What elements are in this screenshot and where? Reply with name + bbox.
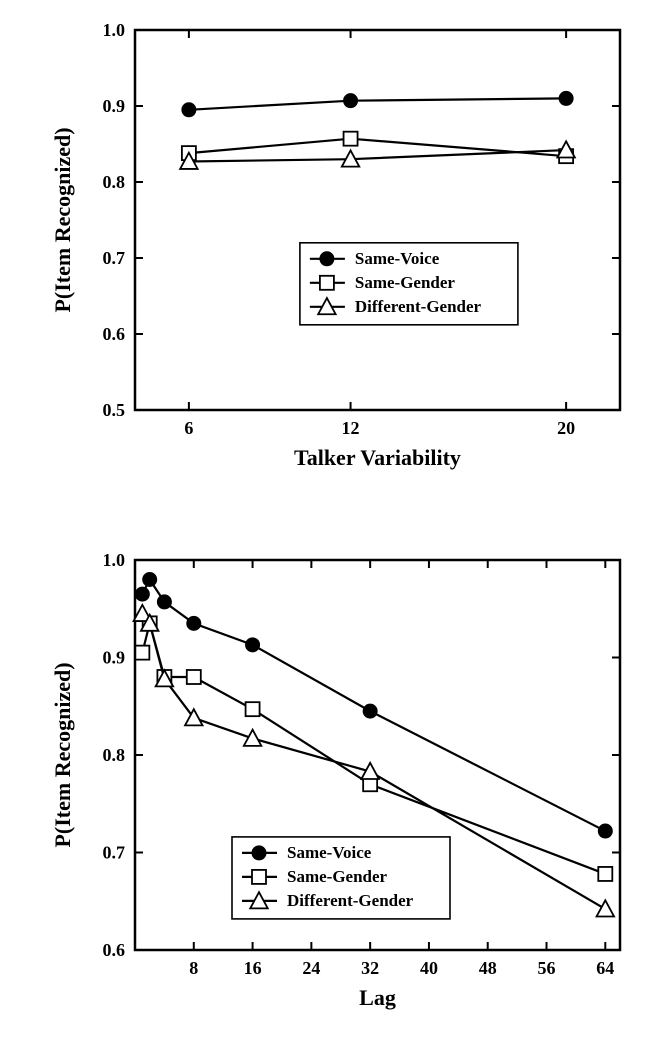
x-tick-label: 16 (244, 958, 262, 978)
top-chart: 0.5 0.6 0.7 0.8 0.9 1.0 6 12 20 P(Item Recognized… (40, 10, 640, 480)
x-tick-label: 20 (557, 418, 575, 438)
y-tick-label: 0.7 (103, 248, 126, 268)
y-tick-label: 0.8 (103, 745, 126, 765)
y-tick-label: 0.8 (103, 172, 126, 192)
y-tick-label: 0.9 (103, 96, 126, 116)
y-tick-label: 0.6 (103, 324, 126, 344)
legend-label: Different-Gender (355, 297, 482, 316)
x-tick-label: 64 (596, 958, 614, 978)
y-tick-label: 1.0 (103, 20, 126, 40)
page: 0.5 0.6 0.7 0.8 0.9 1.0 6 12 20 P(Item Recognized… (0, 0, 667, 1050)
series-line (189, 150, 566, 161)
y-tick-label: 0.6 (103, 940, 126, 960)
x-tick-label: 32 (361, 958, 379, 978)
y-axis-label: P(Item Recognized) (50, 662, 75, 847)
series-line (189, 98, 566, 109)
x-tick-label: 8 (189, 958, 198, 978)
x-tick-label: 24 (302, 958, 320, 978)
legend-label: Same-Voice (355, 249, 440, 268)
y-tick-label: 0.9 (103, 648, 126, 668)
legend-label: Same-Gender (287, 867, 388, 886)
y-axis-label: P(Item Recognized) (50, 127, 75, 312)
x-axis-label: Talker Variability (294, 445, 461, 470)
bottom-chart: 0.6 0.7 0.8 0.9 1.0 8 16 24 32 40 48 56 64 P(Item Rec… (40, 540, 640, 1020)
legend-label: Same-Gender (355, 273, 456, 292)
x-tick-label: 12 (342, 418, 360, 438)
y-tick-label: 1.0 (103, 550, 126, 570)
legend-label: Different-Gender (287, 891, 414, 910)
legend-label: Same-Voice (287, 843, 372, 862)
x-tick-label: 48 (479, 958, 497, 978)
x-tick-label: 40 (420, 958, 438, 978)
y-tick-label: 0.7 (103, 843, 126, 863)
y-tick-label: 0.5 (103, 400, 126, 420)
x-axis-label: Lag (359, 985, 396, 1010)
x-tick-label: 6 (184, 418, 193, 438)
x-tick-label: 56 (538, 958, 556, 978)
